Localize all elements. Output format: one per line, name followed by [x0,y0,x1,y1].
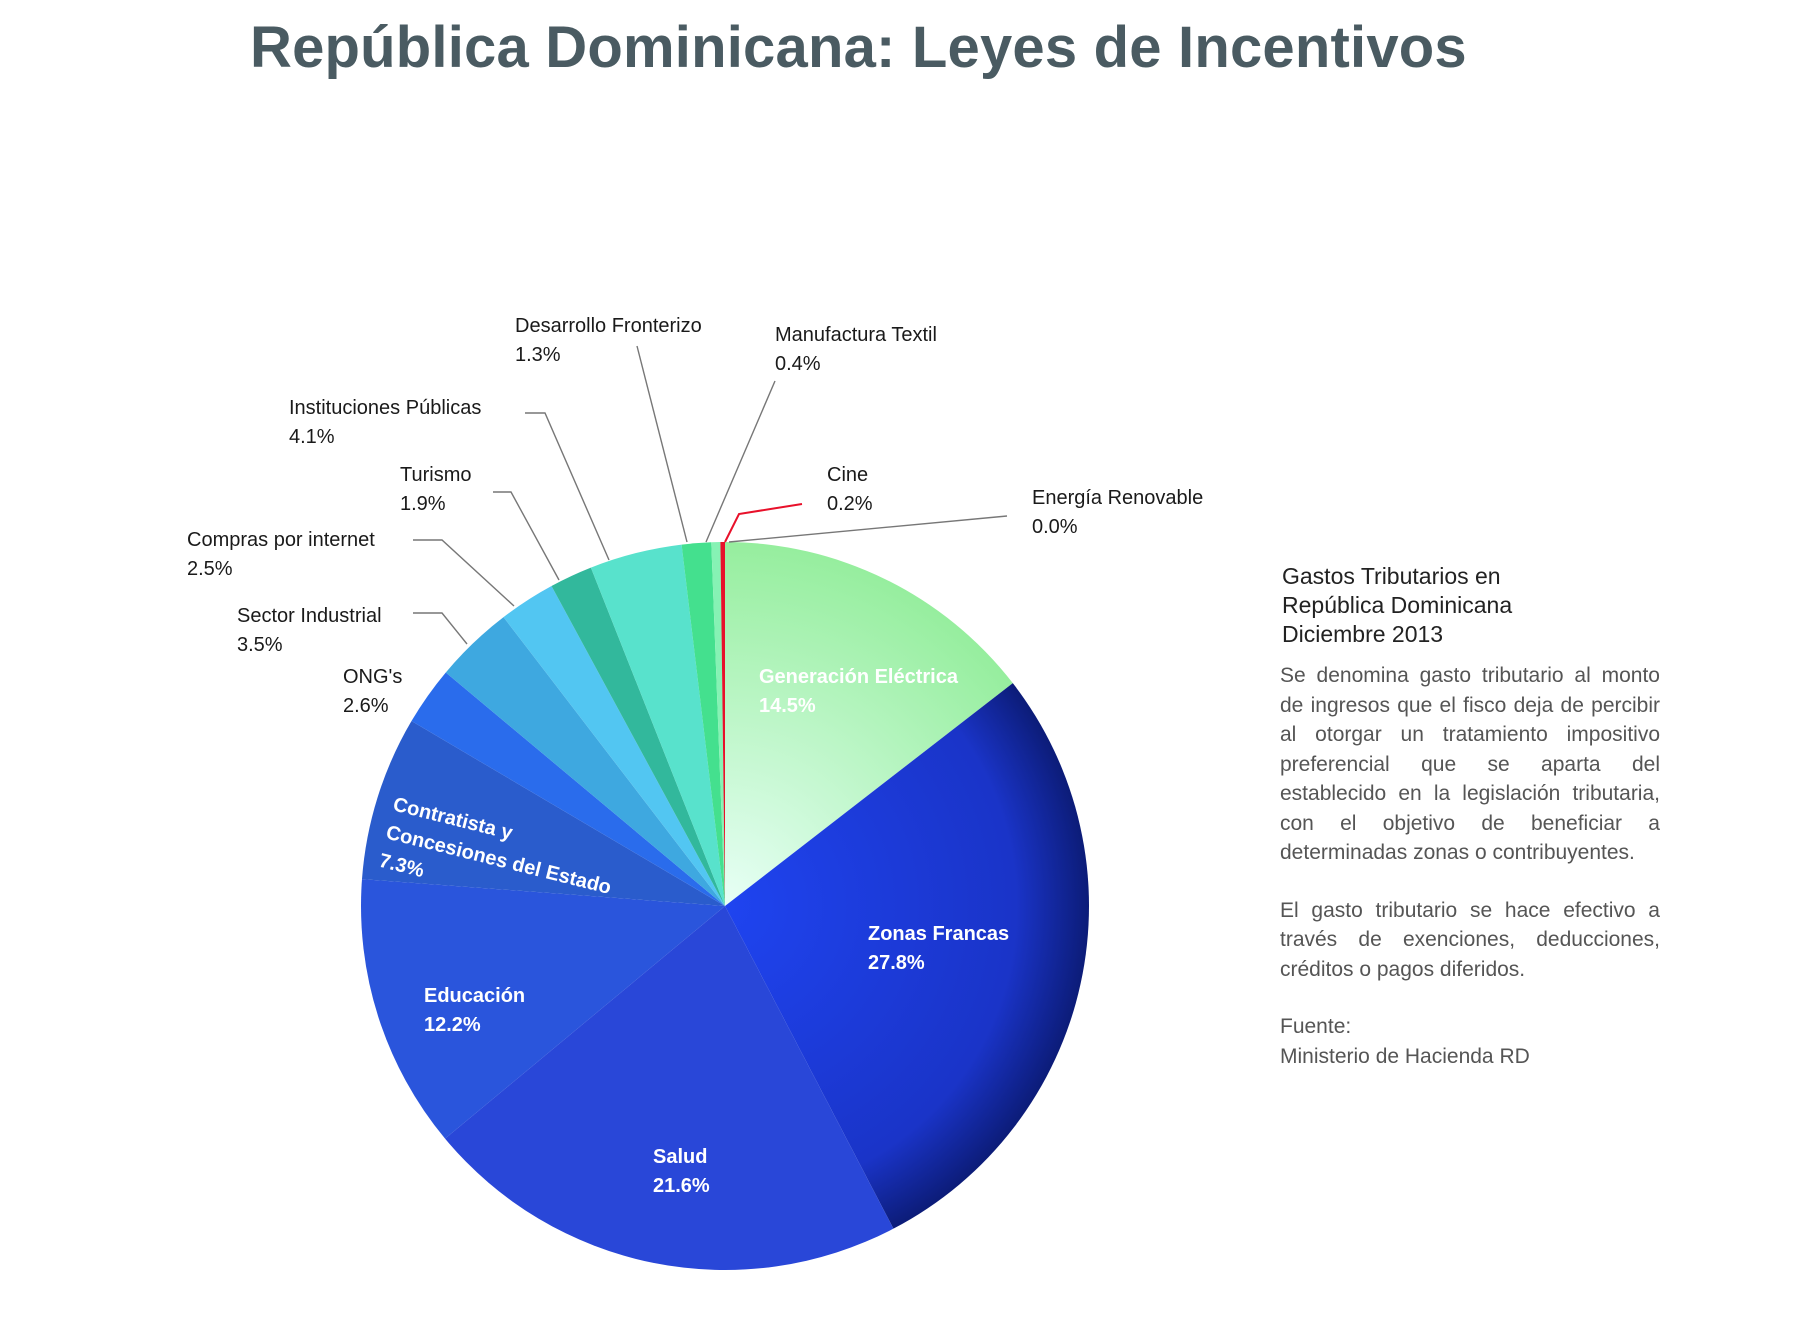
slice-name: Sector Industrial [237,605,382,627]
pie-slice-salud [445,906,894,1270]
pie-slices [361,542,1089,1270]
slice-label-compras-por-internet: Compras por internet 2.5% [187,529,375,580]
pie-slice-desarrollo-fronterizo [681,542,725,906]
slice-label-sector-industrial: Sector Industrial 3.5% [237,605,382,656]
slice-name: Cine [827,464,868,486]
leader-line-energia [728,515,1008,543]
pie-slice-manufactura-textil [711,542,725,906]
leader-line-turismo [493,491,560,581]
info-panel: Gastos Tributarios en República Dominica… [1280,562,1660,1099]
slice-name: Instituciones Públicas [289,397,481,419]
pie-slice-contratista-y-concesiones-del-estado [361,721,725,906]
pie-slice-cine [720,542,725,906]
slice-value: 1.3% [515,344,561,366]
slice-value: 14.5% [759,695,816,717]
pie-slice-zonas-francas [725,683,1089,1229]
panel-paragraph-mechanism: El gasto tributario se hace efectivo a t… [1280,898,1660,981]
source-label: Fuente: [1280,1015,1352,1038]
slice-label-turismo: Turismo 1.9% [400,464,471,515]
slice-label-salud: Salud 21.6% [653,1146,710,1197]
slice-value: 21.6% [653,1175,710,1197]
slice-value: 3.5% [237,634,283,656]
slice-name: Educación [424,985,525,1007]
slice-name: Generación Eléctrica [759,666,959,688]
panel-heading-line: República Dominicana [1282,592,1513,618]
leader-line-compras [413,539,515,607]
slice-value: 1.9% [400,493,446,515]
leader-lines [413,345,1008,645]
leader-line-cine [724,503,803,543]
panel-paragraph-definition: Se denomina gasto tributario al monto de… [1280,664,1660,864]
slice-label-cine: Cine 0.2% [827,464,873,515]
pie-slice-educacion [361,879,725,1139]
slice-value: 27.8% [868,952,925,974]
pie-slice-instituciones-publicas [590,544,725,906]
pie-slice-sector-industrial [445,617,725,906]
slice-name: Manufactura Textil [775,324,937,346]
slice-value: 4.1% [289,426,335,448]
slice-label-zonas-francas: Zonas Francas 27.8% [868,923,1009,974]
slice-label-desarrollo-fronterizo: Desarrollo Fronterizo 1.3% [515,315,702,366]
pie-slice-ong-s [411,672,725,906]
slice-value: 0.2% [827,493,873,515]
leader-line-sector-industrial [413,612,468,645]
leader-line-instituciones [525,412,610,561]
chart-title: República Dominicana: Leyes de Incentivo… [250,15,1467,80]
slice-name: Desarrollo Fronterizo [515,315,702,337]
leader-line-manufactura [705,380,776,543]
slice-name: Salud [653,1146,707,1168]
panel-heading: Gastos Tributarios en República Dominica… [1282,562,1660,649]
slice-label-energia-renovable: Energía Renovable 0.0% [1032,487,1203,538]
panel-source: Fuente: Ministerio de Hacienda RD [1280,1012,1660,1071]
slice-name: Compras por internet [187,529,375,551]
slice-name: Zonas Francas [868,923,1009,945]
slice-label-educacion: Educación 12.2% [424,985,525,1036]
leader-line-desarrollo [636,345,688,543]
slice-label-manufactura-textil: Manufactura Textil 0.4% [775,324,937,375]
source-name: Ministerio de Hacienda RD [1280,1044,1530,1068]
slice-value: 2.6% [343,695,389,717]
panel-heading-line: Diciembre 2013 [1282,621,1444,647]
slice-label-instituciones-publicas: Instituciones Públicas 4.1% [289,397,481,448]
slice-value: 12.2% [424,1014,481,1036]
slice-value: 0.0% [1032,516,1078,538]
slice-name: Turismo [400,464,471,486]
slice-label-ong-s: ONG's 2.6% [343,666,402,717]
slice-label-generacion-electrica: Generación Eléctrica 14.5% [759,666,959,717]
slice-name: Energía Renovable [1032,487,1203,509]
pie-slice-generacion-electrica [725,542,1013,906]
pie-slice-turismo [551,567,725,906]
slice-value: 2.5% [187,558,233,580]
pie-slice-compras-por-internet [503,586,725,906]
slice-value: 0.4% [775,353,821,375]
panel-heading-line: Gastos Tributarios en [1282,563,1501,589]
slice-name: ONG's [343,666,402,688]
